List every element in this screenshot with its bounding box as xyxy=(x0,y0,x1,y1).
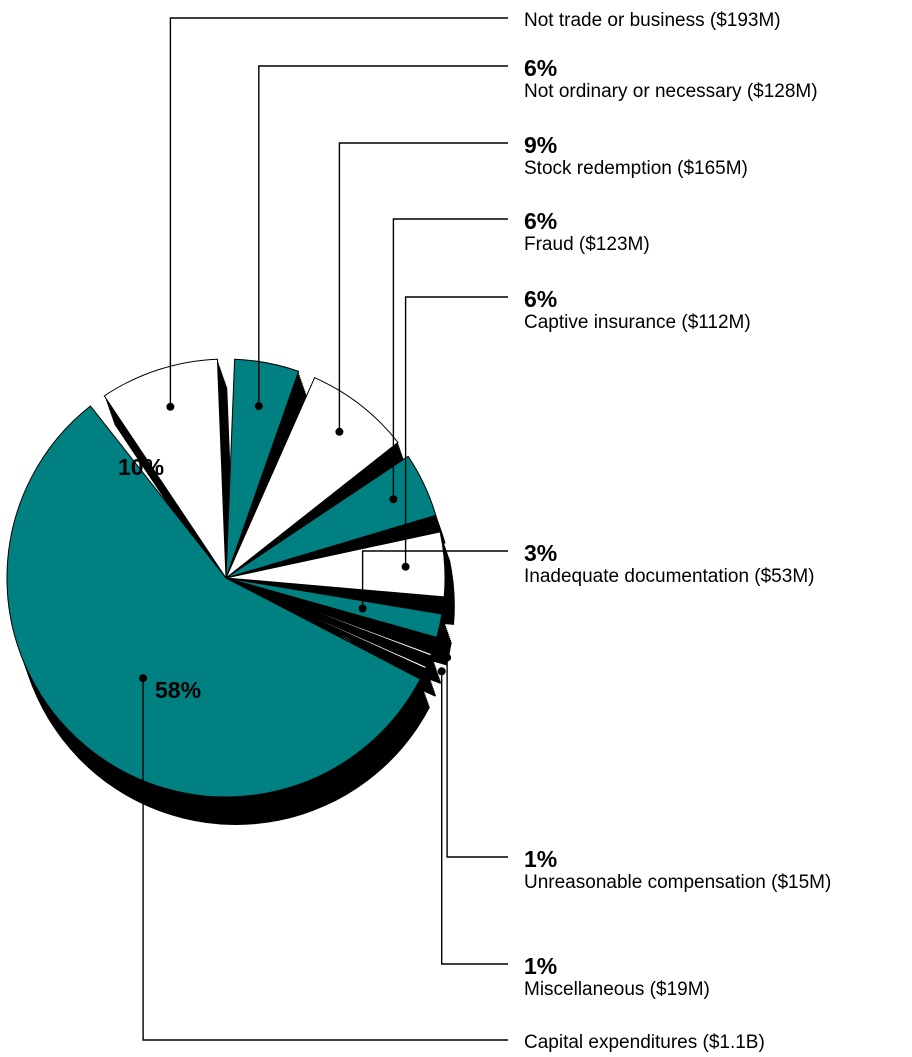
leader-line-fraud xyxy=(392,218,508,500)
label-captive-insurance: 6% Captive insurance ($112M) xyxy=(524,287,751,335)
leader-line-miscellaneous xyxy=(441,671,508,965)
label-pct: 6% xyxy=(524,286,558,312)
label-pct: 6% xyxy=(524,55,558,81)
leader-dot-inadequate-documentation xyxy=(358,604,367,613)
slice-shadow-unreasonable-compensation xyxy=(226,580,433,658)
label-unreasonable-compensation: 1% Unreasonable compensation ($15M) xyxy=(524,847,844,895)
leader-line-unreasonable-compensation xyxy=(446,657,508,858)
pie-slice-unreasonable-compensation xyxy=(225,577,433,657)
leader-dot-fraud xyxy=(389,495,398,504)
pie-slice-inadequate-documentation xyxy=(225,577,443,639)
label-name: Not trade or business ($193M) xyxy=(524,10,781,31)
leader-line-capital-expenditures xyxy=(142,678,508,1041)
label-name: Not ordinary or necessary ($128M) xyxy=(524,81,818,102)
leader-line-captive-insurance xyxy=(404,296,508,567)
leader-dot-not-ordinary-or-necessary xyxy=(254,402,263,411)
pct-label-capital: 58% xyxy=(155,677,202,703)
label-pct: 1% xyxy=(524,953,558,979)
slice-shadow-inadequate-documentation xyxy=(226,580,443,640)
pie-slices xyxy=(6,358,446,798)
label-miscellaneous: 1% Miscellaneous ($19M) xyxy=(524,954,710,1002)
leader-line-not-ordinary-or-necessary xyxy=(258,65,508,407)
leader-dot-unreasonable-compensation xyxy=(443,653,452,662)
leader-line-stock-redemption xyxy=(338,142,508,432)
leader-dot-miscellaneous xyxy=(437,667,446,676)
pie-slice-fraud xyxy=(225,455,437,579)
pct-label-not-trade: 10% xyxy=(118,454,165,480)
leader-dot-not-trade-or-business xyxy=(166,402,175,411)
label-stock-redemption: 9% Stock redemption ($165M) xyxy=(524,133,748,181)
pie-slice-not-ordinary-or-necessary xyxy=(225,358,300,579)
pie-slice-captive-insurance xyxy=(225,531,446,598)
label-name: Stock redemption ($165M) xyxy=(524,158,748,179)
leader-line-not-trade-or-business xyxy=(169,17,508,407)
label-fraud: 6% Fraud ($123M) xyxy=(524,209,650,257)
leader-line-inadequate-documentation xyxy=(361,550,508,609)
slice-shadow-inadequate-documentation xyxy=(227,582,444,642)
label-inadequate-documentation: 3% Inadequate documentation ($53M) xyxy=(524,541,814,589)
slice-shadow-miscellaneous xyxy=(226,580,427,671)
label-name: Miscellaneous ($19M) xyxy=(524,979,710,1000)
label-not-trade: Not trade or business ($193M) xyxy=(524,9,781,33)
pie-slice-miscellaneous xyxy=(225,577,427,670)
label-pct: 3% xyxy=(524,540,558,566)
label-name: Unreasonable compensation ($15M) xyxy=(524,872,832,893)
leader-dot-stock-redemption xyxy=(335,427,344,436)
label-name: Inadequate documentation ($53M) xyxy=(524,566,815,587)
pie-slice-stock-redemption xyxy=(225,377,399,579)
leader-dot-capital-expenditures xyxy=(139,674,148,683)
label-name: Capital expenditures ($1.1B) xyxy=(524,1032,765,1053)
label-name: Captive insurance ($112M) xyxy=(524,312,751,333)
label-pct: 9% xyxy=(524,132,558,158)
leader-dot-captive-insurance xyxy=(401,562,410,571)
pie-slice-not-trade-or-business xyxy=(103,358,227,580)
leader-lines xyxy=(139,17,508,1041)
label-pct: 1% xyxy=(524,846,558,872)
label-name: Fraud ($123M) xyxy=(524,234,650,255)
label-capital-expenditures: Capital expenditures ($1.1B) xyxy=(524,1031,765,1055)
label-not-ordinary: 6% Not ordinary or necessary ($128M) xyxy=(524,56,818,104)
label-pct: 6% xyxy=(524,208,558,234)
pie-slice-capital-expenditures xyxy=(6,405,421,798)
